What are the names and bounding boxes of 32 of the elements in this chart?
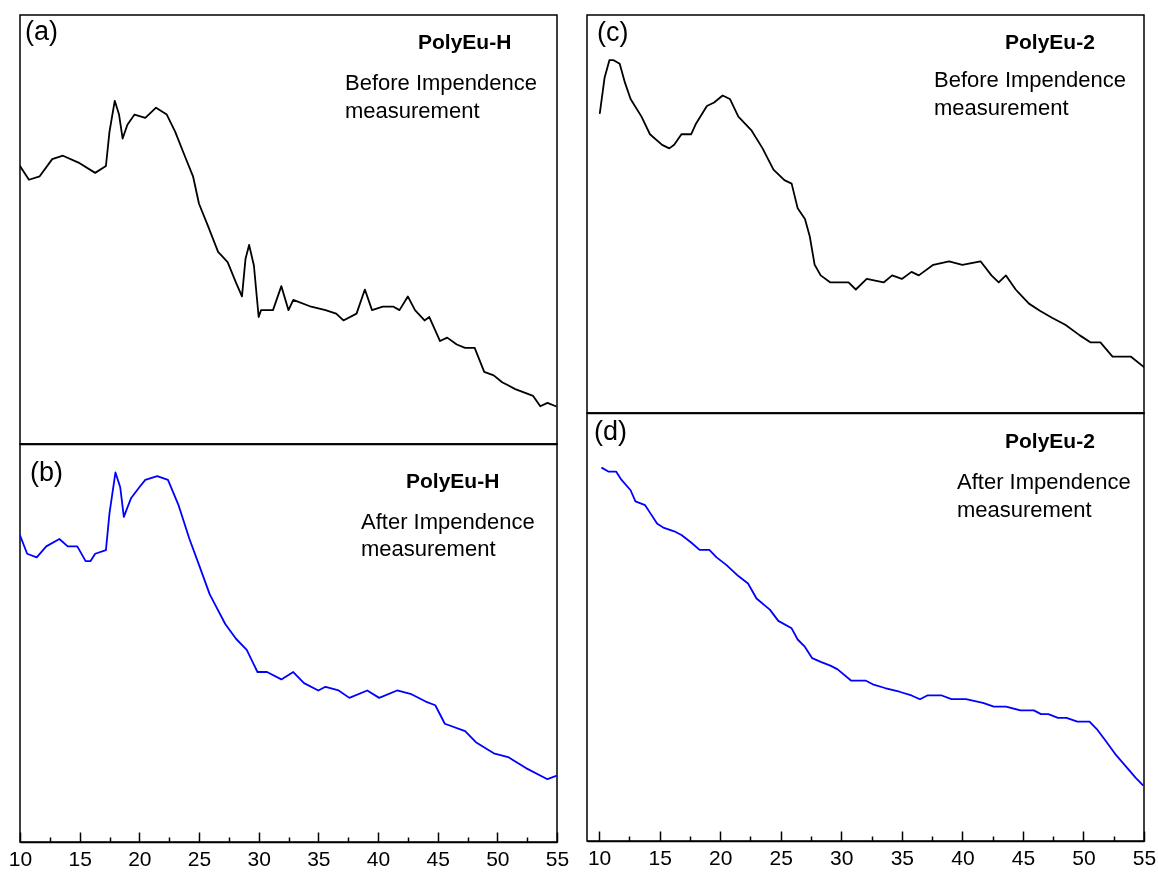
chart-title: PolyEu-H xyxy=(406,469,500,492)
x-tick-label: 10 xyxy=(587,845,612,869)
text: After Impendence measurement xyxy=(361,509,535,561)
text: (a) xyxy=(25,16,58,46)
x-tick-label: 50 xyxy=(486,846,510,870)
x-tick-label: 55 xyxy=(1132,845,1157,869)
chart-title: PolyEu-2 xyxy=(1005,30,1095,53)
x-tick-label: 50 xyxy=(1072,845,1096,869)
x-tick-label: 55 xyxy=(545,846,570,870)
x-tick-label: 15 xyxy=(68,846,92,870)
x-tick-label: 45 xyxy=(426,846,450,870)
chart-title: PolyEu-2 xyxy=(1005,429,1095,452)
x-tick-label: 30 xyxy=(247,846,271,870)
text: After Impendence measurement xyxy=(957,469,1131,522)
x-tick-label: 40 xyxy=(951,845,975,869)
x-tick-label: 40 xyxy=(366,846,391,870)
x-tick-label: 35 xyxy=(890,845,915,869)
text: Before Impendence measurement xyxy=(934,67,1127,120)
x-tick-label: 30 xyxy=(830,845,854,869)
chart-subtitle: Before Impendence measurement xyxy=(345,70,538,123)
x-tick-label: 15 xyxy=(648,845,672,869)
x-tick-label: 35 xyxy=(307,846,331,870)
text: (c) xyxy=(597,17,629,47)
text: (d) xyxy=(594,416,627,446)
annotation: (b) xyxy=(30,457,63,487)
x-tick-label: 20 xyxy=(709,845,733,869)
x-tick-label: 20 xyxy=(128,846,152,870)
x-tick-label: 25 xyxy=(769,845,793,869)
x-tick-label: 10 xyxy=(8,846,33,870)
chart-title: PolyEu-H xyxy=(418,30,512,53)
x-tick-label: 25 xyxy=(187,846,212,870)
x-tick-label: 45 xyxy=(1011,845,1036,869)
